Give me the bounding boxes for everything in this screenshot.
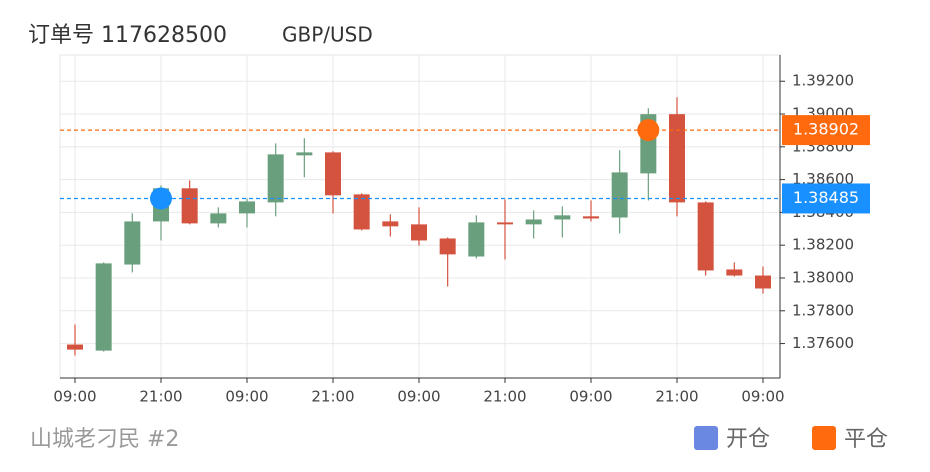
candle-body <box>497 222 513 225</box>
legend-label: 开仓 <box>726 427 770 452</box>
candle-body <box>697 202 714 271</box>
candle-body <box>210 213 227 224</box>
y-tick-label: 1.38000 <box>792 268 854 286</box>
price-label: 1.38902 <box>793 120 859 139</box>
candle-body <box>726 269 743 276</box>
legend-label: 平仓 <box>844 427 888 452</box>
candle-body <box>583 216 599 219</box>
candle-body <box>669 114 685 203</box>
x-tick-label: 09:00 <box>225 388 268 406</box>
y-tick-label: 1.37600 <box>792 334 854 352</box>
candle-body <box>411 224 427 241</box>
candle-body <box>525 219 542 225</box>
candle-body <box>755 275 771 289</box>
candle-body <box>382 221 399 227</box>
candle-body <box>325 152 341 196</box>
x-tick-label: 21:00 <box>139 388 182 406</box>
symbol: GBP/USD <box>282 23 373 47</box>
legend-swatch <box>812 426 836 450</box>
legend-swatch <box>694 426 718 450</box>
candle-body <box>181 188 198 224</box>
candle-body <box>267 154 284 203</box>
candle-body <box>554 215 571 220</box>
x-tick-label: 21:00 <box>483 388 526 406</box>
x-tick-label: 09:00 <box>569 388 612 406</box>
x-tick-label: 21:00 <box>311 388 354 406</box>
x-tick-label: 09:00 <box>741 388 784 406</box>
price-label-box <box>782 115 870 146</box>
price-label: 1.38485 <box>793 188 859 207</box>
candle-body <box>353 194 370 230</box>
x-tick-label: 09:00 <box>53 388 96 406</box>
trade-marker <box>637 119 660 142</box>
chart-title: 订单号 117628500 <box>28 23 227 48</box>
footer: 山城老刁民 #2 <box>30 427 179 452</box>
candle-body <box>439 238 456 255</box>
y-tick-label: 1.37800 <box>792 301 854 319</box>
trade-marker <box>150 187 172 210</box>
candle-body <box>239 201 255 214</box>
x-tick-label: 21:00 <box>655 388 698 406</box>
candle-body <box>67 344 83 350</box>
candle-body <box>124 221 141 265</box>
candle-body <box>296 152 313 156</box>
y-tick-label: 1.38200 <box>792 236 854 254</box>
candle-body <box>611 172 628 218</box>
candle-body <box>468 222 485 257</box>
price-label-box <box>782 183 870 214</box>
y-tick-label: 1.39200 <box>792 72 854 90</box>
x-tick-label: 09:00 <box>397 388 440 406</box>
candle-body <box>95 263 112 351</box>
